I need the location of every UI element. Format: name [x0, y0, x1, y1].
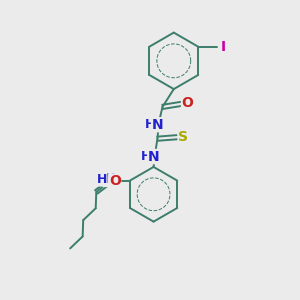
Text: H: H: [141, 150, 151, 163]
Text: O: O: [109, 174, 121, 188]
Text: H: H: [97, 173, 107, 186]
Text: S: S: [178, 130, 188, 144]
Text: N: N: [152, 118, 163, 132]
Text: H: H: [145, 118, 155, 131]
Text: O: O: [182, 96, 194, 110]
Text: I: I: [220, 40, 226, 54]
Text: N: N: [148, 149, 159, 164]
Text: N: N: [103, 172, 115, 186]
